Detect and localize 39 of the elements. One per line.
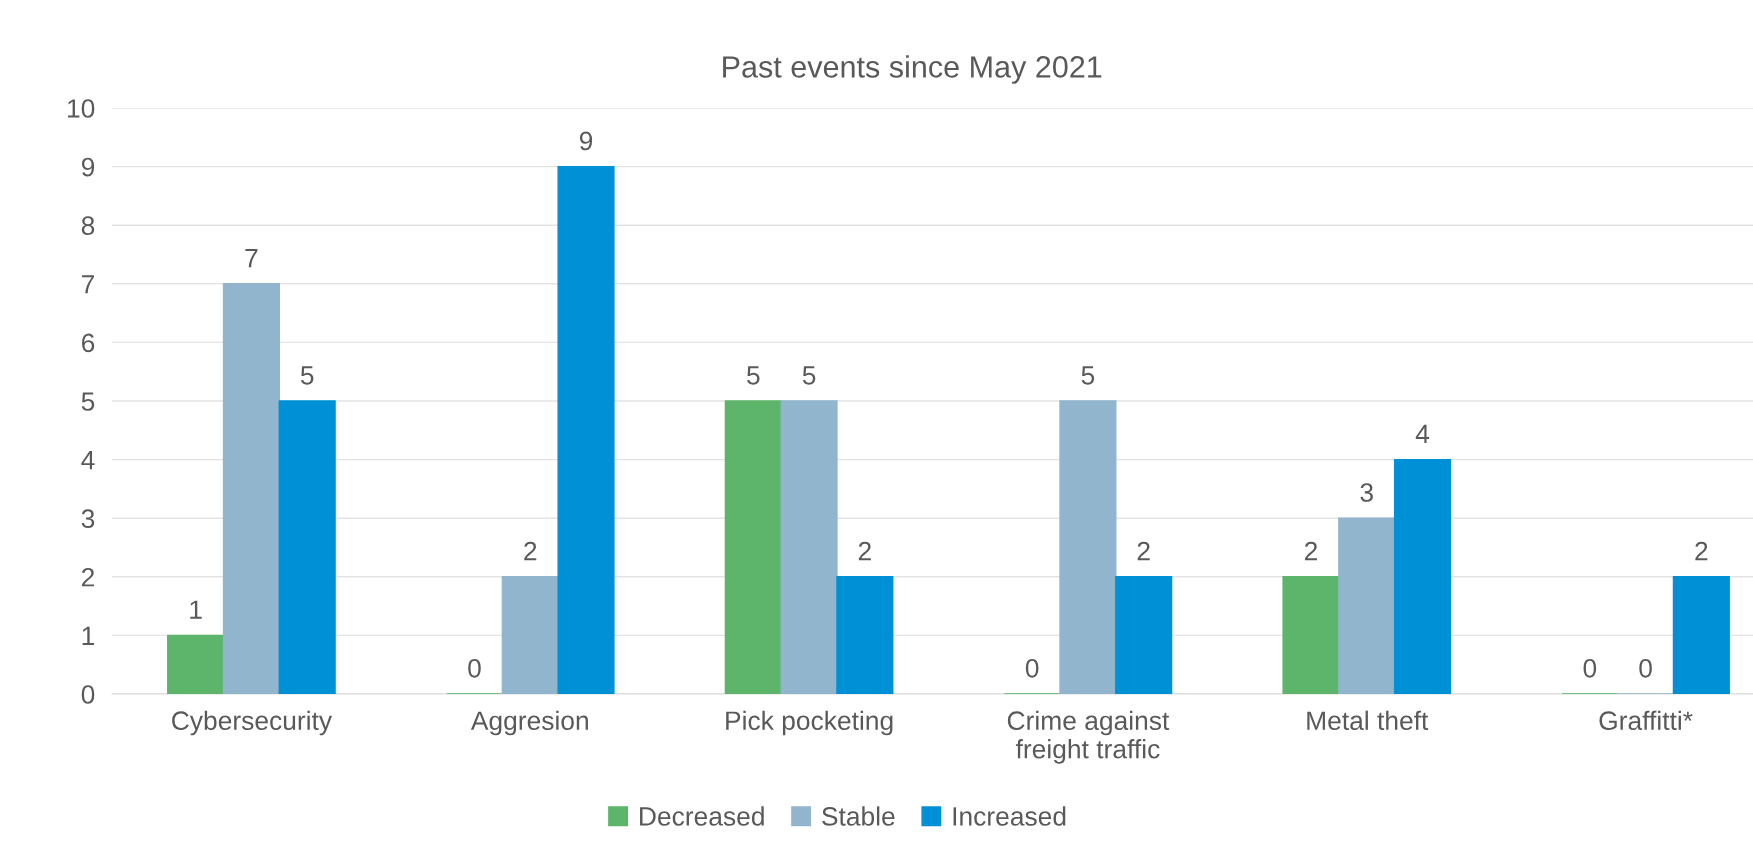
x-tick-label: Graffitti* xyxy=(1599,710,1693,731)
x-tick-label: Aggresion xyxy=(470,710,588,736)
data-label: 1 xyxy=(190,600,202,619)
legend-label: Stable xyxy=(822,806,895,826)
data-label: 0 xyxy=(468,658,481,678)
legend-label: Decreased xyxy=(640,806,764,826)
data-label: 0 xyxy=(1025,658,1039,678)
data-label: 5 xyxy=(300,366,314,385)
y-tick-label: 3 xyxy=(81,509,95,529)
x-tick-label: Metal theft xyxy=(1307,710,1429,731)
legend-label: Increased xyxy=(953,806,1066,826)
y-tick-label: 2 xyxy=(81,567,95,587)
data-label: 5 xyxy=(747,366,760,385)
x-tick-label: Crime against freight traffic xyxy=(1007,710,1170,764)
data-label: 9 xyxy=(579,131,593,151)
data-label: 4 xyxy=(1415,424,1430,444)
y-tick-label: 4 xyxy=(81,451,95,470)
y-tick-label: 0 xyxy=(81,685,95,704)
data-label: 2 xyxy=(1695,541,1708,561)
data-label: 0 xyxy=(1639,658,1652,678)
data-label: 2 xyxy=(858,541,871,561)
y-tick-label: 10 xyxy=(68,99,95,118)
data-label: 0 xyxy=(1583,658,1597,678)
data-label: 3 xyxy=(1360,483,1373,502)
data-label: 7 xyxy=(245,249,258,268)
y-tick-label: 5 xyxy=(81,392,95,411)
x-tick-label: Cybersecurity xyxy=(172,710,333,736)
y-tick-label: 9 xyxy=(81,157,95,177)
data-label: 5 xyxy=(802,366,816,385)
data-label: 2 xyxy=(524,541,537,561)
y-tick-label: 6 xyxy=(82,333,95,353)
chart-title: Past events since May 2021 xyxy=(723,55,1102,84)
y-tick-label: 7 xyxy=(82,275,95,294)
data-label: 5 xyxy=(1081,366,1095,385)
y-tick-label: 1 xyxy=(82,626,95,645)
x-tick-label: Pick pocketing xyxy=(726,710,893,736)
data-label: 2 xyxy=(1304,541,1317,561)
data-label: 2 xyxy=(1137,541,1150,561)
y-tick-label: 8 xyxy=(81,216,95,236)
